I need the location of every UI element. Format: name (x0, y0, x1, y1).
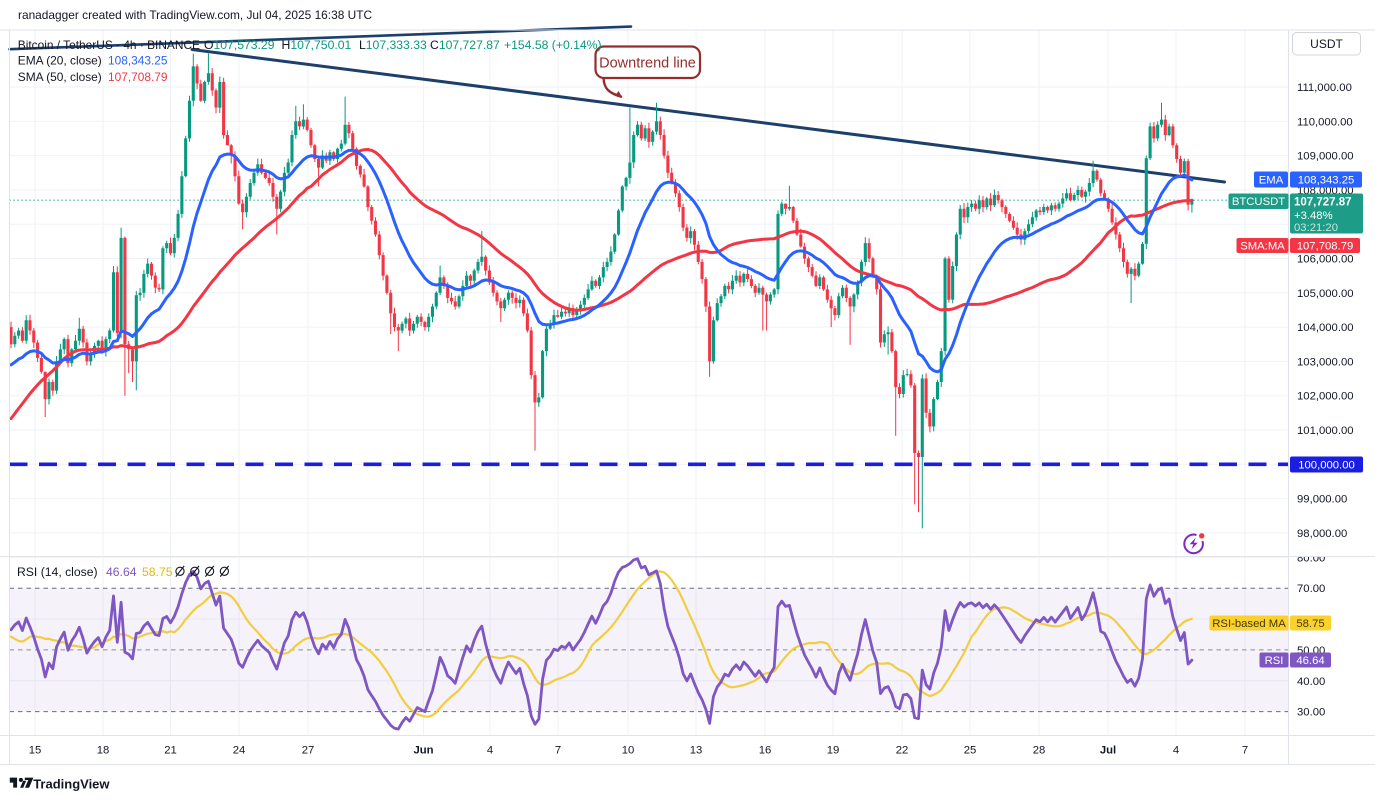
svg-text:4: 4 (487, 745, 493, 757)
svg-text:Bitcoin / TetherUS · 4h · BINA: Bitcoin / TetherUS · 4h · BINANCE (18, 38, 200, 52)
svg-text:+3.48%: +3.48% (1294, 210, 1333, 222)
svg-text:46.64: 46.64 (106, 565, 137, 579)
svg-text:O107,573.29: O107,573.29 (204, 38, 275, 52)
svg-text:25: 25 (964, 745, 977, 757)
svg-text:16: 16 (759, 745, 772, 757)
svg-text:RSI (14, close): RSI (14, close) (17, 565, 98, 579)
svg-text:27: 27 (302, 745, 315, 757)
svg-text:21: 21 (164, 745, 177, 757)
svg-text:RSI-based MA: RSI-based MA (1212, 618, 1286, 630)
svg-text:107,727.87: 107,727.87 (1294, 197, 1352, 209)
svg-text:RSI: RSI (1265, 655, 1284, 667)
svg-text:4: 4 (1173, 745, 1179, 757)
svg-text:106,000.00: 106,000.00 (1297, 254, 1354, 266)
svg-text:TradingView: TradingView (33, 777, 110, 792)
svg-text:104,000.00: 104,000.00 (1297, 322, 1354, 334)
svg-text:101,000.00: 101,000.00 (1297, 425, 1354, 437)
svg-text:28: 28 (1033, 745, 1046, 757)
svg-text:24: 24 (233, 745, 246, 757)
svg-text:EMA: EMA (1259, 175, 1284, 187)
svg-text:Downtrend line: Downtrend line (599, 56, 696, 72)
svg-text:30.00: 30.00 (1297, 707, 1325, 719)
svg-text:10: 10 (622, 745, 635, 757)
svg-text:13: 13 (690, 745, 703, 757)
svg-text:19: 19 (827, 745, 840, 757)
svg-text:H107,750.01: H107,750.01 (282, 38, 352, 52)
svg-text:L107,333.33: L107,333.33 (359, 38, 427, 52)
svg-text:22: 22 (896, 745, 909, 757)
svg-text:BTCUSDT: BTCUSDT (1232, 196, 1285, 208)
svg-text:+154.58 (+0.14%): +154.58 (+0.14%) (504, 38, 602, 52)
svg-text:58.75: 58.75 (1296, 618, 1324, 630)
svg-text:70.00: 70.00 (1297, 583, 1325, 595)
svg-text:7: 7 (1242, 745, 1248, 757)
svg-text:SMA (50, close): SMA (50, close) (18, 70, 102, 84)
svg-text:Jun: Jun (413, 745, 433, 757)
svg-text:58.75: 58.75 (142, 565, 173, 579)
svg-text:USDT: USDT (1310, 37, 1343, 51)
svg-text:103,000.00: 103,000.00 (1297, 356, 1354, 368)
svg-text:102,000.00: 102,000.00 (1297, 391, 1354, 403)
svg-text:03:21:20: 03:21:20 (1294, 222, 1338, 234)
svg-text:SMA:MA: SMA:MA (1240, 241, 1285, 253)
svg-text:ranadagger created with Tradin: ranadagger created with TradingView.com,… (18, 8, 372, 22)
svg-text:Jul: Jul (1100, 745, 1116, 757)
svg-text:C107,727.87: C107,727.87 (430, 38, 500, 52)
svg-text:107,708.79: 107,708.79 (1297, 241, 1354, 253)
svg-text:46.64: 46.64 (1296, 655, 1324, 667)
svg-text:98,000.00: 98,000.00 (1297, 528, 1347, 540)
svg-text:109,000.00: 109,000.00 (1297, 151, 1354, 163)
svg-text:111,000.00: 111,000.00 (1297, 82, 1352, 94)
svg-text:40.00: 40.00 (1297, 676, 1325, 688)
svg-text:100,000.00: 100,000.00 (1298, 460, 1355, 472)
svg-text:EMA (20, close): EMA (20, close) (18, 53, 102, 67)
svg-text:110,000.00: 110,000.00 (1297, 116, 1353, 128)
svg-text:7: 7 (555, 745, 561, 757)
svg-text:105,000.00: 105,000.00 (1297, 288, 1354, 300)
svg-text:108,343.25: 108,343.25 (1298, 175, 1355, 187)
svg-text:18: 18 (97, 745, 110, 757)
svg-text:107,708.79: 107,708.79 (108, 70, 168, 84)
svg-text:15: 15 (29, 745, 42, 757)
svg-text:99,000.00: 99,000.00 (1297, 494, 1347, 506)
svg-text:108,343.25: 108,343.25 (108, 53, 168, 67)
